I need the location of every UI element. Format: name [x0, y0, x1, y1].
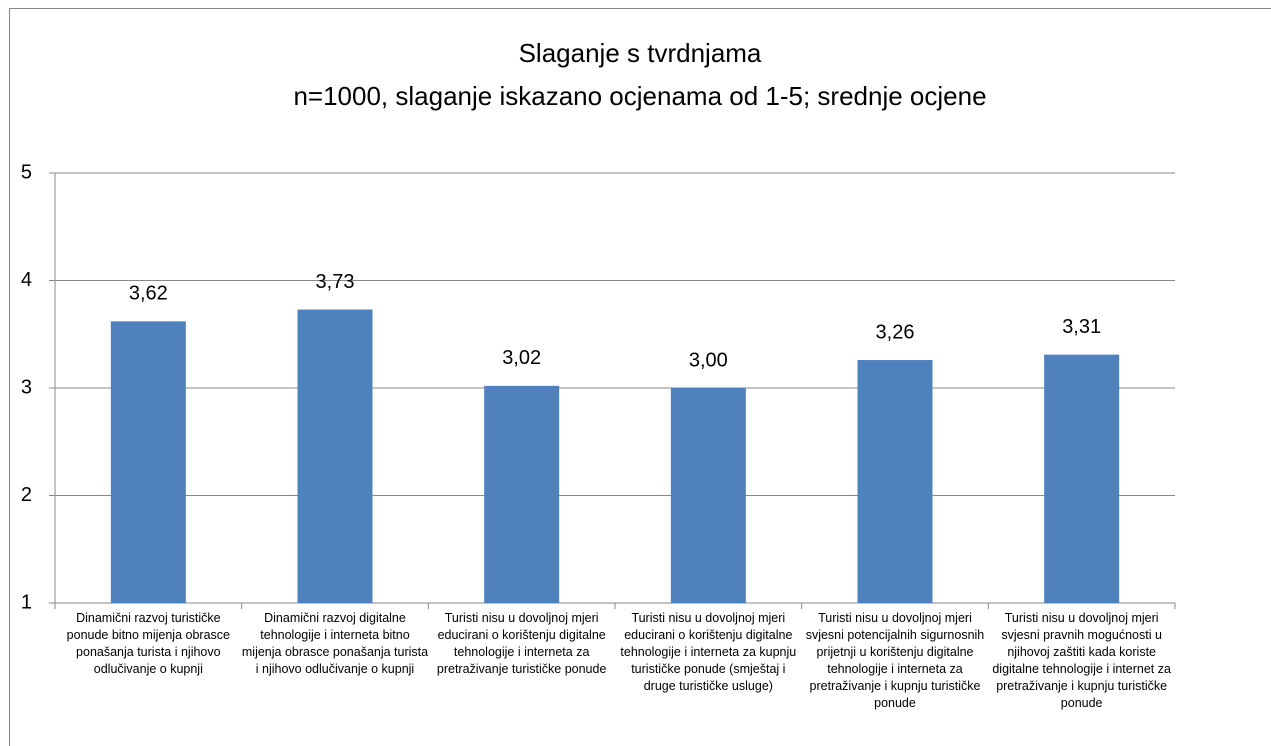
chart-subtitle: n=1000, slaganje iskazano ocjenama od 1-…	[293, 81, 986, 111]
y-tick-label: 4	[21, 269, 32, 291]
y-tick-label: 5	[21, 161, 32, 183]
bar	[110, 321, 186, 603]
bar	[857, 360, 933, 603]
x-tick-label: Turisti nisu u dovoljnoj mjeri educirani…	[436, 611, 607, 676]
value-label: 3,00	[689, 349, 728, 371]
bar	[297, 309, 373, 603]
value-label: 3,02	[502, 347, 541, 369]
x-tick-label-box: Dinamični razvoj turističke ponude bitno…	[66, 611, 230, 676]
x-tick-label-box: Turisti nisu u dovoljnoj mjeri educirani…	[436, 611, 607, 676]
bar	[1044, 354, 1120, 603]
y-tick-label: 1	[21, 591, 32, 613]
x-tick-label-box: Dinamični razvoj digitalne tehnologije i…	[241, 611, 429, 676]
x-tick-label: Turisti nisu u dovoljnoj mjeri educirani…	[620, 611, 797, 693]
x-tick-label-box: Turisti nisu u dovoljnoj mjeri educirani…	[620, 611, 797, 693]
y-tick-label: 3	[21, 376, 32, 398]
value-label: 3,62	[129, 283, 168, 305]
x-tick-label: Turisti nisu u dovoljnoj mjeri svjesni p…	[805, 611, 985, 710]
chart-title: Slaganje s tvrdnjama	[519, 38, 762, 68]
x-tick-label: Dinamični razvoj turističke ponude bitno…	[66, 611, 230, 676]
x-tick-label: Turisti nisu u dovoljnoj mjeri svjesni p…	[992, 611, 1171, 710]
bar	[670, 388, 746, 603]
y-tick-label: 2	[21, 484, 32, 506]
x-tick-label-box: Turisti nisu u dovoljnoj mjeri svjesni p…	[992, 611, 1171, 710]
x-tick-label: Dinamični razvoj digitalne tehnologije i…	[241, 611, 429, 676]
value-label: 3,73	[316, 271, 355, 293]
x-tick-label-box: Turisti nisu u dovoljnoj mjeri svjesni p…	[805, 611, 985, 710]
value-label: 3,26	[876, 321, 915, 343]
value-label: 3,31	[1062, 316, 1101, 338]
bar	[484, 385, 560, 603]
